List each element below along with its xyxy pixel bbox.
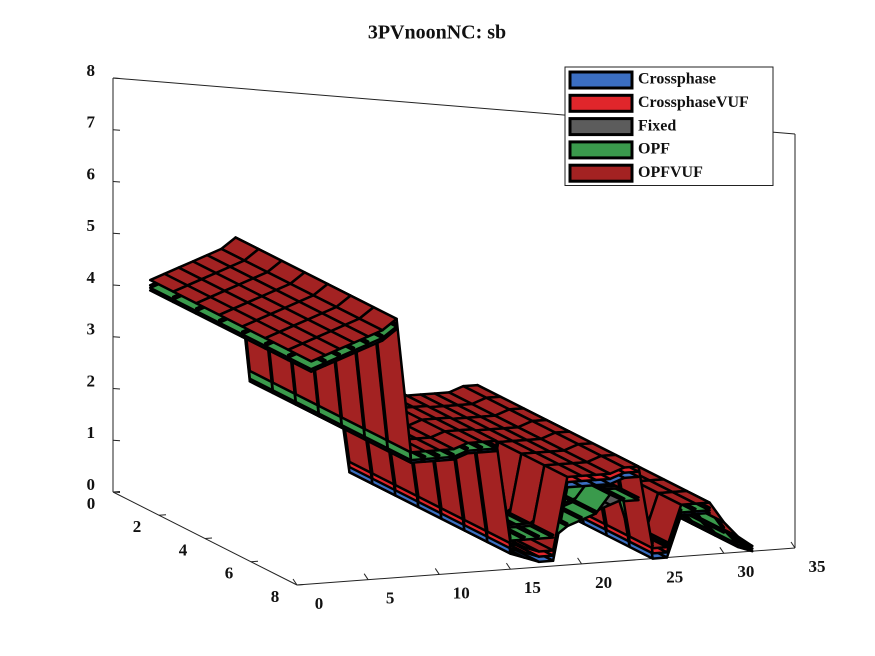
x-tick <box>577 557 582 565</box>
legend-label: OPF <box>638 141 670 158</box>
y-tick <box>250 560 259 563</box>
z-tick <box>112 439 121 442</box>
x-tick-label: 15 <box>524 578 541 597</box>
z-tick-label: 2 <box>87 371 96 390</box>
chart-title: 3PVnoonNC: sb <box>368 22 506 44</box>
z-tick <box>112 77 121 79</box>
z-tick <box>112 388 121 390</box>
x-tick-label: 5 <box>386 589 395 608</box>
y-tick <box>204 537 213 539</box>
z-tick <box>112 181 121 183</box>
legend-label: OPFVUF <box>638 164 703 181</box>
legend-swatch <box>568 93 634 113</box>
z-tick-label: 6 <box>87 164 96 183</box>
legend-swatch <box>568 117 634 137</box>
z-tick-label: 0 <box>87 475 96 494</box>
x-tick-label: 10 <box>453 583 470 602</box>
x-tick <box>506 562 511 570</box>
z-tick-label: 7 <box>87 113 96 132</box>
y-tick-label: 2 <box>133 517 142 536</box>
legend-label: Fixed <box>638 117 676 134</box>
x-tick-label: 35 <box>809 557 826 576</box>
z-tick-label: 3 <box>87 320 96 339</box>
x-tick <box>363 573 369 580</box>
x-tick <box>719 547 725 554</box>
x-tick <box>292 578 298 586</box>
y-tick-label: 8 <box>271 587 280 606</box>
z-tick-label: 1 <box>87 423 96 442</box>
z-tick-label: 8 <box>87 61 96 80</box>
z-tick <box>112 232 121 235</box>
y-tick <box>158 514 167 516</box>
x-tick <box>434 568 440 575</box>
legend-label: CrossphaseVUF <box>638 94 749 111</box>
y-tick-label: 6 <box>225 564 234 583</box>
legend-swatch <box>568 163 634 183</box>
x-tick-label: 20 <box>595 573 612 592</box>
z-tick <box>112 284 121 286</box>
legend-swatch <box>568 140 634 160</box>
x-tick <box>790 541 796 549</box>
y-tick <box>112 491 121 493</box>
x-axis <box>296 547 796 586</box>
x-tick-label: 30 <box>737 562 754 581</box>
surface-patch <box>286 342 327 363</box>
y-tick-label: 4 <box>179 540 188 559</box>
z-tick <box>112 336 121 338</box>
x-tick-label: 0 <box>315 594 324 613</box>
legend: Crossphase CrossphaseVUF Fixed OPF OPFVUF <box>564 66 774 186</box>
legend-swatch <box>568 70 634 90</box>
z-tick-label: 4 <box>87 268 96 287</box>
legend-label: Crossphase <box>638 71 716 88</box>
z-tick <box>112 129 121 131</box>
z-tick-label: 5 <box>87 216 96 235</box>
x-tick-label: 25 <box>666 567 683 586</box>
y-tick-label: 0 <box>87 494 96 513</box>
y-tick <box>296 584 305 586</box>
